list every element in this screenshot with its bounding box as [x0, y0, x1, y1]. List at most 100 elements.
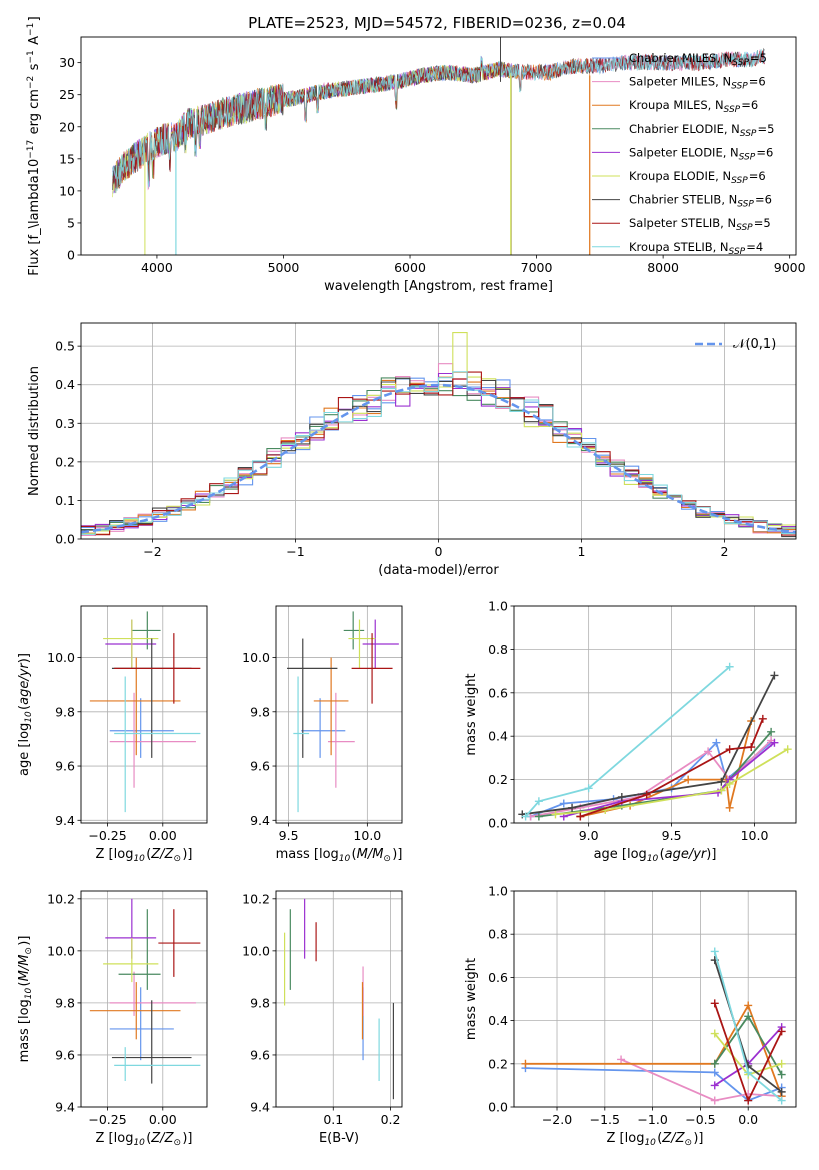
mass-weight-marker: [710, 1029, 719, 1038]
x-tick-label: −0.25: [88, 828, 126, 843]
y-tick-label: 0: [67, 248, 75, 263]
x-axis-label: Z [log10 (Z/Z⊙ )]: [607, 1131, 704, 1148]
x-tick-label: 5000: [268, 260, 300, 275]
mass-weight-marker: [725, 662, 734, 671]
y-tick-label: 9.8: [250, 995, 270, 1010]
x-tick-label: −1.5: [590, 1112, 620, 1127]
y-tick-label: 9.4: [250, 1100, 270, 1115]
x-tick-label: 8000: [647, 260, 679, 275]
x-tick-label: 10.0: [353, 828, 381, 843]
mass-weight-marker: [710, 1068, 719, 1077]
normal-reference-curve: [81, 383, 796, 534]
y-axis-label: Normed distribution: [27, 366, 42, 496]
spectrum-legend: Chabrier MILES, NSSP =5 Salpeter MILES, N…: [592, 51, 774, 257]
y-axis-label: Flux [f_\lambda10−17 erg cm−2 s−1 A−1 ]: [26, 16, 42, 275]
y-tick-label: 0.0: [55, 532, 75, 547]
plot-layer: 4000 5000 6000 7000 8000 9000051015202530wave…: [17, 16, 806, 1148]
mass-weight-marker: [710, 947, 719, 956]
y-tick-label: 0.4: [488, 729, 508, 744]
mass-weight-marker: [744, 1012, 753, 1021]
mass-weight-marker: [534, 797, 543, 806]
x-tick-label: 4000: [141, 260, 173, 275]
mass-weight-marker: [704, 747, 713, 756]
x-tick-label: 9.5: [279, 828, 299, 843]
y-tick-label: 9.4: [55, 813, 75, 828]
y-axis-label: mass [log10 (M/M⊙ )]: [17, 936, 34, 1063]
mass-weight-marker: [717, 786, 726, 795]
mass-weight-line: [525, 1067, 783, 1102]
plot-area-massweight-vs-Z: [521, 947, 786, 1105]
mass-weight-line: [525, 1003, 783, 1097]
x-axis-label: Z [log10 (Z/Z⊙ )]: [96, 847, 193, 864]
axes-frame: [513, 890, 797, 1108]
y-tick-label: 10.0: [242, 943, 270, 958]
x-tick-label: −2.0: [542, 1112, 572, 1127]
legend-label: Chabrier MILES, NSSP =5: [629, 51, 767, 68]
y-tick-label: 0.6: [488, 685, 508, 700]
plot-area-mass-vs-Z: [89, 898, 201, 1084]
y-tick-label: 1.0: [488, 599, 508, 614]
y-tick-label: 25: [59, 87, 75, 102]
x-tick-label: 7000: [521, 260, 553, 275]
y-tick-label: 9.4: [250, 813, 270, 828]
y-tick-label: 9.8: [55, 704, 75, 719]
mass-weight-marker: [777, 1070, 786, 1079]
y-tick-label: 9.6: [55, 759, 75, 774]
mass-weight-marker: [725, 779, 734, 788]
x-axis-label: E(B-V): [319, 1131, 359, 1146]
y-tick-label: 0.5: [55, 339, 75, 354]
mass-weight-marker: [710, 999, 719, 1008]
axes-age-vs-Z: −0.25 0.00 9.4 9.6 9.8 10.0 Z [log10 (Z/Z⊙ )] a…: [17, 605, 208, 864]
y-tick-label: 10.0: [47, 650, 75, 665]
x-tick-label: −2: [143, 544, 161, 559]
x-tick-label: 0.00: [149, 828, 177, 843]
mass-weight-marker: [758, 714, 767, 723]
mass-weight-marker: [684, 775, 693, 784]
mass-weight-marker: [777, 1027, 786, 1036]
x-tick-label: 0.0: [738, 1112, 758, 1127]
y-tick-label: 9.4: [55, 1100, 75, 1115]
mass-weight-marker: [777, 1087, 786, 1096]
y-tick-label: 15: [59, 151, 75, 166]
axes-residuals: −2 −1 0 1 2 0.0 0.1 0.2 0.3 0.4 0.5 (data-model)/er…: [27, 322, 797, 578]
mass-weight-marker: [744, 1096, 753, 1105]
x-tick-label: −0.25: [88, 1112, 126, 1127]
mass-weight-marker: [717, 777, 726, 786]
mass-weight-marker: [584, 784, 593, 793]
y-tick-label: 0.0: [488, 1100, 508, 1115]
mass-weight-marker: [725, 803, 734, 812]
plot-area-spectrum: [112, 37, 765, 255]
plot-area-age-vs-Z: [89, 611, 201, 813]
legend-label: Salpeter STELIB, NSSP =5: [629, 216, 771, 233]
axes-frame: [513, 605, 797, 824]
y-tick-label: 10.2: [242, 891, 270, 906]
axes-spectrum: 4000 5000 6000 7000 8000 9000 0 5 10 15 20 25 30 wave…: [26, 16, 806, 294]
x-axis-label: mass [log10 (M/M⊙ )]: [276, 847, 403, 864]
mass-weight-marker: [770, 671, 779, 680]
legend-label: Chabrier STELIB, NSSP =6: [629, 193, 772, 210]
legend-label: Chabrier ELODIE, NSSP =5: [629, 122, 774, 139]
y-tick-label: 9.6: [250, 1047, 270, 1062]
x-tick-label: 0: [435, 544, 443, 559]
x-tick-label: 0.00: [149, 1112, 177, 1127]
y-tick-label: 0.4: [488, 1013, 508, 1028]
legend-label: Salpeter ELODIE, NSSP =6: [629, 145, 773, 162]
spectrum-line: [112, 49, 765, 191]
axes-frame: [275, 605, 403, 824]
y-tick-label: 0.4: [55, 377, 75, 392]
plot-area-mass-vs-EBV: [283, 898, 395, 1100]
mass-weight-marker: [642, 790, 651, 799]
axes-frame: [275, 890, 403, 1108]
mass-weight-marker: [559, 799, 568, 808]
y-tick-label: 10.0: [47, 943, 75, 958]
mass-weight-marker: [710, 1059, 719, 1068]
y-tick-label: 9.6: [250, 759, 270, 774]
y-tick-label: 10: [59, 183, 75, 198]
axes-frame: [80, 890, 208, 1108]
y-tick-label: 0.2: [488, 772, 508, 787]
y-axis-label: age [log10 (age/yr)]: [17, 653, 34, 776]
axes-frame: [80, 605, 208, 824]
y-tick-label: 0.1: [55, 493, 75, 508]
